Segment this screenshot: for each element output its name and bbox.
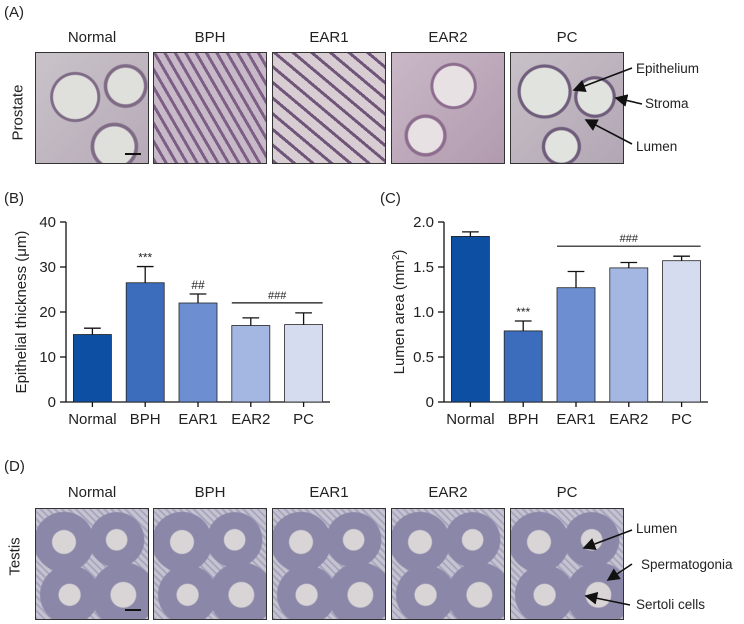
y-tick-label: 1.5 [413,259,434,276]
scale-bar [125,609,141,611]
prostate-image-ear2 [391,52,505,164]
x-tick-label: Normal [446,411,494,428]
testis-col-title-bph: BPH [194,484,226,501]
annotation-lumen: Lumen [636,139,678,154]
y-tick-label: 30 [39,259,56,276]
testis-col-title-ear2: EAR2 [428,484,468,501]
arrow-sertoli [584,591,631,606]
arrow-lumen [584,119,633,145]
y-tick-label: 40 [39,214,56,231]
y-tick-label: 2.0 [413,214,434,231]
x-tick-label: PC [293,411,314,428]
y-tick-label: 0.5 [413,349,434,366]
testis-annotation-arrows [582,529,633,606]
bar-ear1 [556,287,596,403]
testis-image-bph [153,508,267,620]
y-axis-label: Epithelial thickness (μm) [13,231,30,394]
panel-label-c: (C) [380,190,401,207]
bracket-label: ### [620,233,639,245]
y-tick-label: 10 [39,349,56,366]
prostate-col-title-pc: PC [556,29,578,46]
significance-label: ## [191,278,205,292]
panel-label-d: (D) [4,458,25,475]
testis-image-normal [35,508,149,620]
x-tick-label: EAR2 [231,411,270,428]
y-axis-label: Lumen area (mm2) [391,250,409,375]
bar-pc [284,324,324,403]
testis-col-title-normal: Normal [67,484,117,501]
y-tick-label: 20 [39,304,56,321]
chart-epithelial-thickness: 0 10 20 30 40 Epithelial thickness (μm) Normal… [13,214,330,428]
prostate-image-pc [510,52,624,164]
y-tick-label: 0 [48,394,56,411]
annotation-epithelium: Epithelium [636,61,700,76]
prostate-col-title-ear2: EAR2 [428,29,468,46]
panel-label-b: (B) [4,190,24,207]
arrow-testis-lumen [582,529,633,551]
bar-ear1 [178,302,218,403]
x-tick-label: EAR2 [609,411,648,428]
panel-label-a: (A) [4,4,24,21]
prostate-col-title-bph: BPH [194,29,226,46]
x-tick-label: Normal [68,411,116,428]
row-label-prostate: Prostate [9,84,27,141]
bar-pc [662,260,702,403]
prostate-image-ear1 [272,52,386,164]
bar-ear2 [609,267,649,403]
annotation-testis-lumen: Lumen [636,521,678,536]
x-tick-label: EAR1 [178,411,217,428]
y-tick-label: 1.0 [413,304,434,321]
prostate-annotation-arrows [572,67,643,145]
x-tick-label: PC [671,411,692,428]
testis-image-ear1 [272,508,386,620]
annotation-stroma: Stroma [645,96,689,111]
prostate-image-bph [153,52,267,164]
testis-image-pc [510,508,624,620]
prostate-col-title-normal: Normal [67,29,117,46]
x-tick-label: EAR1 [556,411,595,428]
x-tick-label: BPH [508,411,539,428]
testis-image-ear2 [391,508,505,620]
significance-label: *** [516,305,530,319]
annotation-sertoli-cells: Sertoli cells [636,597,706,612]
arrow-epithelium [572,67,633,93]
testis-col-title-pc: PC [556,484,578,501]
testis-col-title-ear1: EAR1 [309,484,349,501]
annotation-spermatogonia: Spermatogonia [641,557,733,572]
x-tick-label: BPH [130,411,161,428]
bar-bph [125,282,165,403]
row-label-testis: Testis [6,537,24,576]
bar-normal [450,235,490,403]
significance-label: *** [138,251,152,265]
bar-normal [72,334,112,403]
prostate-col-title-ear1: EAR1 [309,29,349,46]
chart-lumen-area: 0 0.5 1.0 1.5 2.0 Lumen area (mm2) Normal BPH **… [391,214,708,428]
scale-bar [125,153,141,155]
arrow-stroma [614,94,643,107]
bar-bph [503,330,543,403]
prostate-image-normal [35,52,149,164]
bar-ear2 [231,325,271,403]
arrow-spermatogonia [606,563,633,581]
y-tick-label: 0 [426,394,434,411]
bracket-label: ### [268,290,287,302]
